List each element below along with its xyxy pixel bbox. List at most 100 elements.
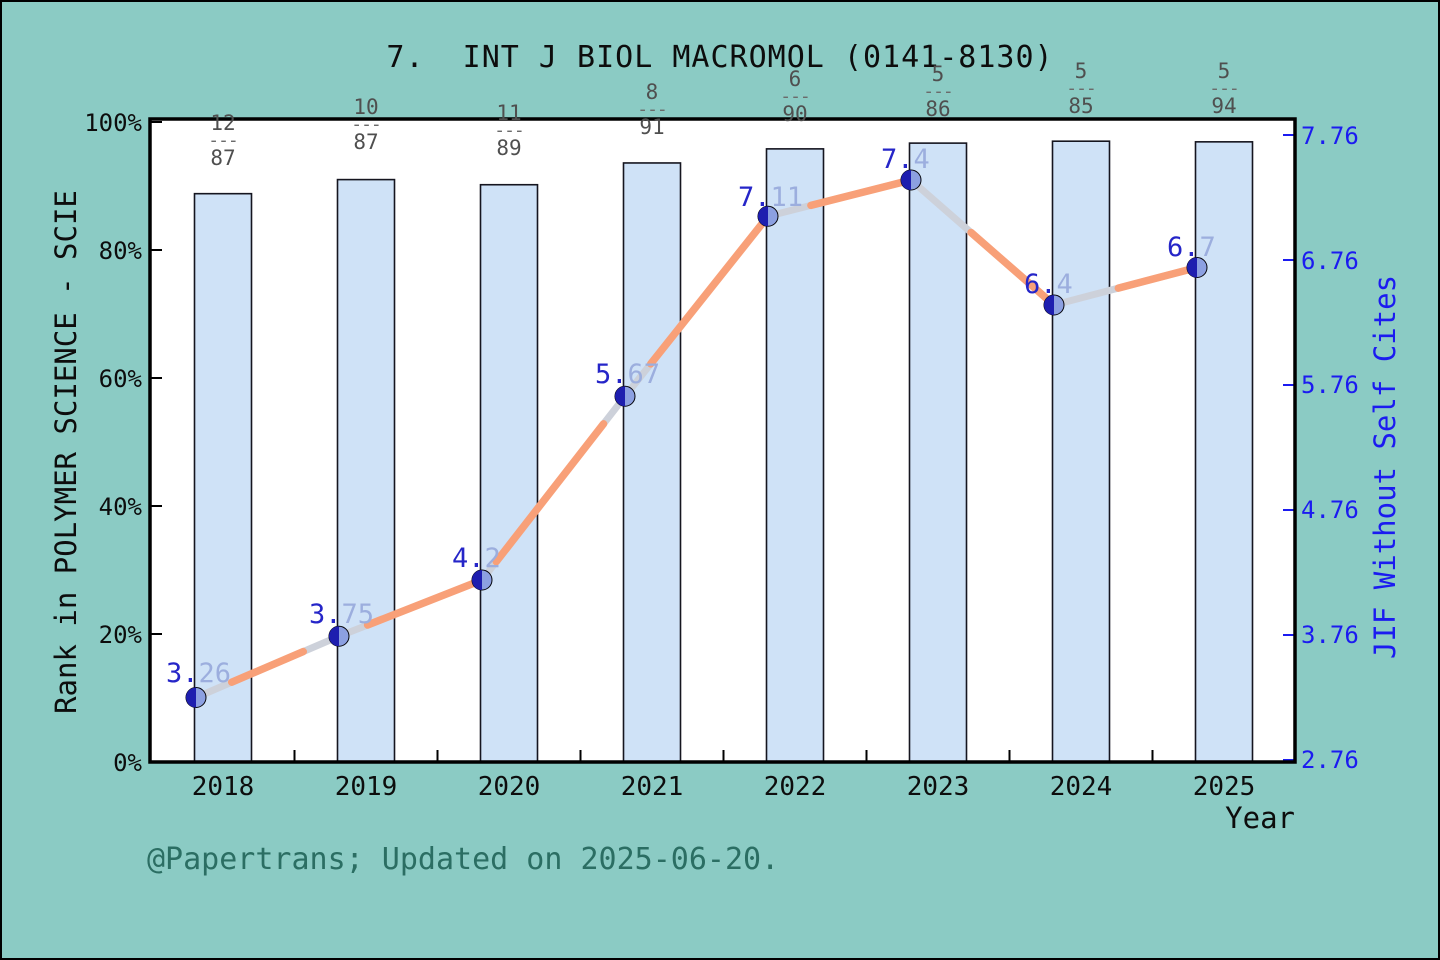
data-point-marker-half	[901, 170, 911, 190]
right-tick-label: 7.76	[1301, 122, 1359, 150]
left-tick-label: 0%	[113, 749, 142, 777]
data-point-marker-half	[615, 386, 625, 407]
rank-bar	[336, 178, 396, 763]
right-tick-label: 6.76	[1301, 247, 1359, 275]
point-value-label: 6.7	[1167, 232, 1216, 263]
data-point-marker-half	[1044, 295, 1054, 315]
jif-line-segment	[492, 420, 608, 566]
data-point-marker-half	[186, 687, 196, 708]
bar-fraction-label: 8 --- 91	[620, 81, 684, 138]
point-value-light: 67	[627, 359, 661, 390]
point-value-label: 6.4	[1024, 269, 1073, 300]
left-tick-label: 60%	[98, 365, 142, 393]
plot-area	[150, 119, 1295, 762]
bar-fraction-label: 5 --- 94	[1192, 60, 1256, 117]
fraction-numerator: 11	[496, 101, 522, 125]
rank-bar	[908, 142, 968, 763]
point-value-dark: 7.	[738, 182, 771, 213]
point-value-dark: 3.	[166, 658, 199, 689]
data-point-marker-half	[472, 570, 482, 590]
fraction-numerator: 5	[1074, 59, 1088, 83]
fraction-numerator: 5	[931, 62, 945, 86]
right-tick-label: 5.76	[1301, 371, 1359, 399]
rank-bar	[1194, 141, 1254, 763]
fraction-bar: ---	[923, 81, 954, 102]
data-point-marker-half	[1187, 257, 1197, 278]
left-tick-label: 20%	[98, 621, 142, 649]
bar-fraction-label: 5 --- 85	[1049, 60, 1113, 117]
bar-fraction-label: 6 --- 90	[763, 68, 827, 125]
left-tick-label: 80%	[98, 237, 142, 265]
right-axis-title: JIF Without Self Cites	[1368, 274, 1402, 660]
fraction-numerator: 10	[353, 95, 379, 119]
point-value-light: 7	[1199, 232, 1216, 263]
x-tick-label: 2019	[334, 772, 398, 802]
point-value-dark: 5.	[595, 359, 628, 390]
jif-line-segment	[363, 576, 486, 629]
plot-border	[148, 117, 1297, 764]
rank-bar	[622, 162, 682, 763]
fraction-denominator: 89	[496, 136, 522, 160]
x-tick-label: 2022	[763, 772, 827, 802]
rank-bar	[765, 148, 825, 763]
right-tick-label: 2.76	[1301, 746, 1359, 774]
x-tick-label: 2023	[906, 772, 970, 802]
fraction-denominator: 91	[639, 115, 665, 139]
point-value-label: 5.67	[595, 359, 660, 390]
fraction-denominator: 86	[925, 97, 951, 121]
fraction-bar: ---	[351, 114, 382, 135]
x-tick-label: 2024	[1049, 772, 1113, 802]
point-value-light: 26	[198, 658, 232, 689]
point-value-light: 75	[341, 599, 375, 630]
point-value-label: 7.11	[738, 182, 803, 213]
left-tick-label: 100%	[84, 109, 142, 137]
right-tick-label: 3.76	[1301, 621, 1359, 649]
jif-line-segment	[1114, 263, 1201, 292]
point-value-label: 3.26	[166, 658, 231, 689]
fraction-numerator: 6	[788, 67, 802, 91]
data-point-marker-half	[329, 626, 339, 647]
fraction-numerator: 5	[1217, 59, 1231, 83]
rank-bar	[1051, 140, 1111, 763]
data-point-marker-half	[758, 206, 768, 227]
x-tick-label: 2025	[1192, 772, 1256, 802]
point-value-dark: 3.	[309, 599, 342, 630]
fraction-denominator: 85	[1068, 94, 1094, 118]
fraction-bar: ---	[637, 99, 668, 120]
fraction-bar: ---	[1209, 78, 1240, 99]
point-value-label: 3.75	[309, 599, 374, 630]
chart-title: 7. INT J BIOL MACROMOL (0141-8130)	[386, 40, 1054, 75]
jif-line-segment	[646, 212, 772, 368]
bar-fraction-label: 5 --- 86	[906, 63, 970, 120]
point-value-dark: 6.	[1024, 269, 1057, 300]
x-tick-label: 2021	[620, 772, 684, 802]
point-value-light: 4	[913, 144, 930, 175]
bar-fraction-label: 10 --- 87	[334, 96, 398, 153]
jif-line-segment	[228, 647, 307, 686]
fraction-bar: ---	[1066, 78, 1097, 99]
fraction-denominator: 87	[210, 146, 236, 170]
point-value-light: 4	[1056, 269, 1073, 300]
point-value-dark: 7.	[881, 144, 914, 175]
watermark-text: @Papertrans; Updated on 2025-06-20.	[147, 842, 780, 877]
fraction-numerator: 8	[645, 80, 659, 104]
point-value-label: 7.4	[881, 144, 930, 175]
fraction-denominator: 90	[782, 102, 808, 126]
jif-line-segment	[967, 228, 1058, 309]
rank-bar	[479, 183, 539, 763]
bar-fraction-label: 11 --- 89	[477, 102, 541, 159]
left-tick-label: 40%	[98, 493, 142, 521]
point-value-dark: 4.	[452, 543, 485, 574]
fraction-numerator: 12	[210, 111, 236, 135]
fraction-denominator: 94	[1211, 94, 1237, 118]
right-tick-label: 4.76	[1301, 496, 1359, 524]
bar-fraction-label: 12 --- 87	[191, 112, 255, 169]
fraction-bar: ---	[780, 86, 811, 107]
point-value-label: 4.2	[452, 543, 501, 574]
point-value-light: 11	[770, 182, 804, 213]
point-value-dark: 6.	[1167, 232, 1200, 263]
jif-line-segment	[807, 178, 908, 210]
x-tick-label: 2018	[191, 772, 255, 802]
